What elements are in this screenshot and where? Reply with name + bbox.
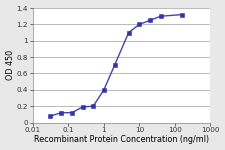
X-axis label: Recombinant Protein Concentration (ng/ml): Recombinant Protein Concentration (ng/ml… (34, 135, 209, 144)
Y-axis label: OD 450: OD 450 (6, 50, 15, 80)
